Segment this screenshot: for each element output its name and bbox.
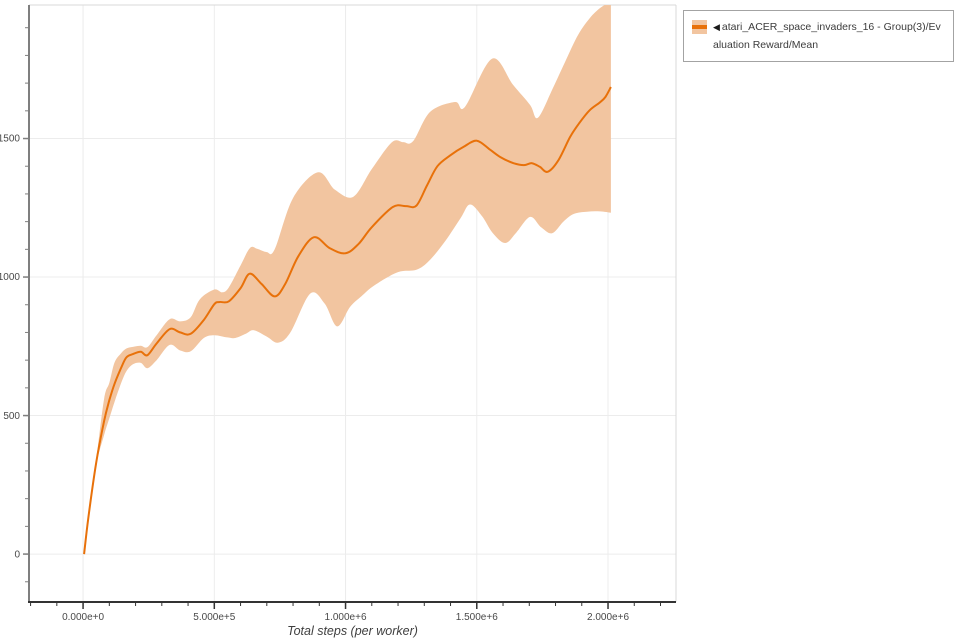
x-tick-label: 5.000e+5: [193, 612, 235, 623]
mean-line[interactable]: [83, 86, 612, 555]
series-line-swatch: [692, 25, 707, 29]
series-label: atari_ACER_space_invaders_16 - Group(3)/…: [713, 21, 941, 51]
x-tick-label: 1.500e+6: [456, 612, 498, 623]
x-axis-title: Total steps (per worker): [287, 624, 418, 638]
confidence-band: [84, 5, 611, 555]
axis-ticks: [23, 27, 662, 609]
x-tick-label: 1.000e+6: [325, 612, 367, 623]
legend: ◀ atari_ACER_space_invaders_16 - Group(3)…: [683, 10, 954, 62]
y-tick-label: 500: [3, 411, 20, 422]
y-tick-label: 1000: [0, 272, 20, 283]
y-tick-label: 0: [14, 549, 20, 560]
series-band-swatch: [692, 20, 707, 34]
legend-item[interactable]: ◀ atari_ACER_space_invaders_16 - Group(3)…: [692, 18, 944, 54]
x-tick-label: 2.000e+6: [587, 612, 629, 623]
legend-label-wrap: ◀ atari_ACER_space_invaders_16 - Group(3)…: [713, 18, 944, 54]
plot-area[interactable]: [83, 1, 612, 555]
x-tick-label: 0.000e+0: [62, 612, 104, 623]
collapse-triangle-icon[interactable]: ◀: [713, 22, 720, 32]
y-tick-label: 1500: [0, 134, 20, 145]
tick-labels: 0.000e+0 5.000e+5 1.000e+6 1.500e+6 2.000e+6…: [0, 134, 629, 623]
